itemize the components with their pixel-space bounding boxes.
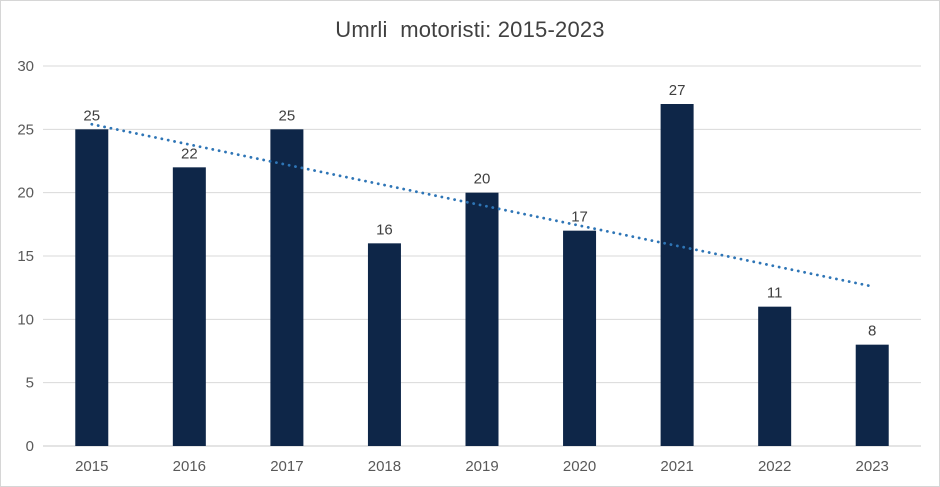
- bar-value-label: 25: [83, 107, 100, 124]
- bar-value-label: 16: [376, 221, 393, 238]
- chart-title: Umrli motoristi: 2015-2023: [335, 17, 605, 42]
- bar-value-label: 17: [571, 209, 588, 226]
- bar-value-label: 25: [279, 107, 296, 124]
- trendline: [90, 122, 874, 288]
- y-tick-label: 20: [17, 185, 34, 202]
- bar-value-label: 20: [474, 171, 491, 188]
- bar: [270, 129, 304, 447]
- bar: [660, 104, 694, 446]
- x-tick-label: 2020: [563, 458, 596, 475]
- x-tick-label: 2018: [368, 458, 401, 475]
- x-tick-label: 2015: [75, 458, 108, 475]
- y-tick-label: 30: [17, 58, 34, 75]
- x-tick-label: 2022: [758, 458, 791, 475]
- bar-value-label: 22: [181, 145, 198, 162]
- y-tick-label: 10: [17, 311, 34, 328]
- bar-value-label: 11: [767, 285, 783, 302]
- y-tick-label: 0: [26, 438, 34, 455]
- y-tick-label: 25: [17, 121, 34, 138]
- bar: [172, 167, 206, 447]
- bar: [465, 192, 499, 446]
- bar-value-label: 27: [669, 82, 686, 99]
- y-tick-label: 15: [17, 248, 34, 265]
- x-tick-label: 2023: [856, 458, 889, 475]
- bar: [855, 344, 889, 446]
- bar: [367, 243, 401, 446]
- y-tick-label: 5: [26, 375, 34, 392]
- bar: [563, 230, 597, 446]
- x-tick-label: 2019: [465, 458, 498, 475]
- bar: [75, 129, 109, 447]
- x-tick-label: 2021: [660, 458, 693, 475]
- bar-value-label: 8: [868, 323, 876, 340]
- bar: [758, 306, 792, 446]
- x-tick-label: 2017: [270, 458, 303, 475]
- x-tick-label: 2016: [173, 458, 206, 475]
